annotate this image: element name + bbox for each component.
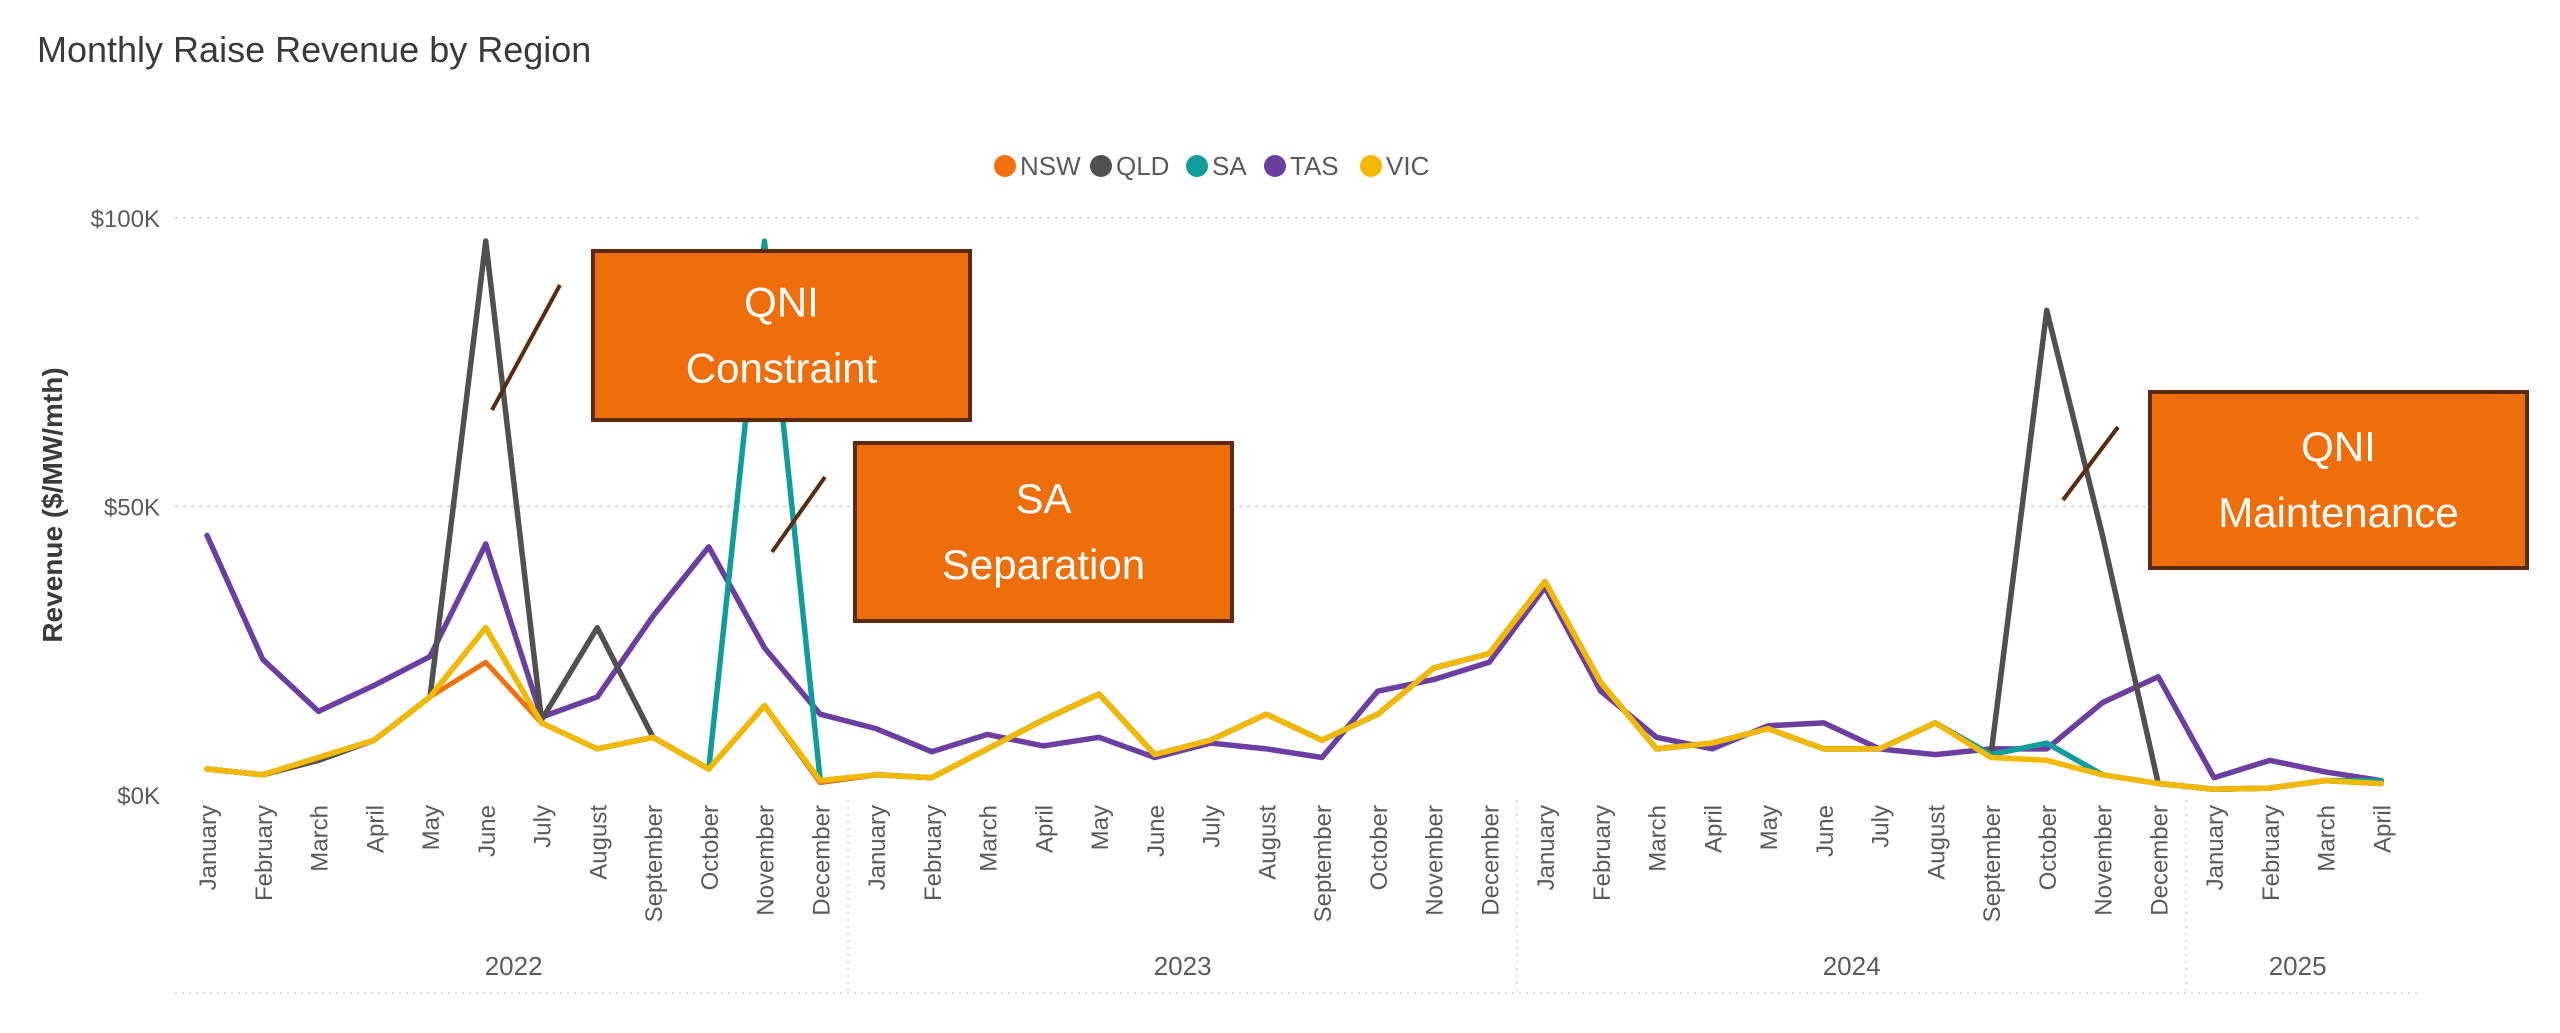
x-tick-label: December bbox=[1477, 805, 1504, 916]
year-label: 2022 bbox=[485, 951, 543, 981]
series-layer bbox=[204, 238, 2384, 792]
x-tick-label: October bbox=[1366, 805, 1393, 890]
x-tick-label: August bbox=[1254, 805, 1281, 880]
annotation-text: Separation bbox=[942, 541, 1145, 588]
x-tick-label: August bbox=[1923, 805, 1950, 880]
y-tick-label: $50K bbox=[104, 495, 160, 522]
x-tick-label: July bbox=[530, 805, 557, 848]
annotation-connector bbox=[2061, 425, 2120, 502]
x-tick-label: April bbox=[1031, 805, 1058, 853]
series-line-vic bbox=[204, 578, 2384, 792]
x-tick-label: September bbox=[1979, 805, 2006, 922]
x-tick-label: November bbox=[753, 805, 780, 916]
annotations: QNI Constraint SA Separation QNI Maintenance bbox=[490, 249, 2529, 623]
annotation-text: QNI bbox=[744, 279, 819, 326]
year-label: 2023 bbox=[1154, 951, 1212, 981]
y-tick-label: $100K bbox=[91, 206, 160, 233]
x-tick-label: January bbox=[2202, 805, 2229, 890]
legend-label-nsw: NSW bbox=[1020, 151, 1081, 181]
x-tick-label: February bbox=[2258, 805, 2285, 901]
x-tick-label: January bbox=[1533, 805, 1560, 890]
annotation-box bbox=[2148, 390, 2529, 570]
x-tick-label: October bbox=[2035, 805, 2062, 890]
legend-label-tas: TAS bbox=[1290, 151, 1339, 181]
x-tick-label: April bbox=[2369, 805, 2396, 853]
legend-marker-tas bbox=[1264, 155, 1286, 177]
x-tick-label: January bbox=[864, 805, 891, 890]
legend: NSW QLD SA TAS VIC bbox=[994, 151, 1429, 181]
x-tick-label: December bbox=[2146, 805, 2173, 916]
annotation-text: SA bbox=[1015, 475, 1071, 522]
gridlines bbox=[175, 217, 2420, 508]
y-axis-title: Revenue ($/MW/mth) bbox=[37, 367, 68, 642]
x-tick-label: October bbox=[697, 805, 724, 890]
legend-label-vic: VIC bbox=[1386, 151, 1429, 181]
legend-marker-qld bbox=[1090, 155, 1112, 177]
x-tick-label: December bbox=[808, 805, 835, 916]
x-tick-label: July bbox=[1199, 805, 1226, 848]
y-axis: $0K $50K $100K bbox=[91, 206, 160, 810]
x-tick-label: August bbox=[585, 805, 612, 880]
x-tick-label: March bbox=[307, 805, 334, 872]
x-tick-label: July bbox=[1868, 805, 1895, 848]
x-tick-label: September bbox=[641, 805, 668, 922]
annotation-connector bbox=[490, 284, 562, 411]
legend-label-qld: QLD bbox=[1116, 151, 1169, 181]
x-tick-label: November bbox=[1422, 805, 1449, 916]
x-tick-label: April bbox=[362, 805, 389, 853]
chart-title: Monthly Raise Revenue by Region bbox=[37, 29, 591, 70]
x-tick-label: June bbox=[1812, 805, 1839, 857]
x-tick-label: January bbox=[195, 805, 222, 890]
x-tick-label: June bbox=[1143, 805, 1170, 857]
x-tick-label: March bbox=[976, 805, 1003, 872]
year-label: 2025 bbox=[2269, 951, 2327, 981]
annotation-text: Constraint bbox=[686, 345, 878, 392]
legend-label-sa: SA bbox=[1212, 151, 1247, 181]
legend-marker-vic bbox=[1360, 155, 1382, 177]
x-axis: January February March April May June July Augu… bbox=[175, 800, 2420, 995]
annotation-box bbox=[591, 249, 972, 422]
legend-marker-nsw bbox=[994, 155, 1016, 177]
x-tick-label: September bbox=[1310, 805, 1337, 922]
x-tick-label: June bbox=[474, 805, 501, 857]
x-tick-label: May bbox=[1087, 805, 1114, 850]
annotation-connector bbox=[770, 475, 827, 554]
x-tick-label: March bbox=[2314, 805, 2341, 872]
x-tick-label: May bbox=[418, 805, 445, 850]
y-tick-label: $0K bbox=[117, 783, 160, 810]
annotation-text: Maintenance bbox=[2218, 489, 2459, 536]
x-tick-label: February bbox=[1589, 805, 1616, 901]
annotation-box bbox=[853, 441, 1234, 623]
annotation-text: QNI bbox=[2301, 423, 2376, 470]
year-label: 2024 bbox=[1823, 951, 1881, 981]
legend-marker-sa bbox=[1186, 155, 1208, 177]
x-tick-label: November bbox=[2091, 805, 2118, 916]
x-tick-label: May bbox=[1756, 805, 1783, 850]
x-tick-label: April bbox=[1700, 805, 1727, 853]
x-tick-label: February bbox=[920, 805, 947, 901]
x-tick-label: March bbox=[1645, 805, 1672, 872]
x-tick-label: February bbox=[251, 805, 278, 901]
